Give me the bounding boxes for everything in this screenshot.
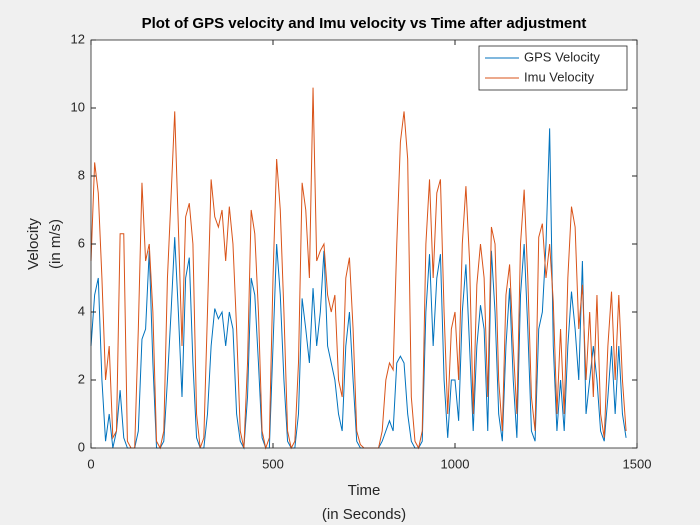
legend-label: Imu Velocity — [524, 69, 595, 84]
x-axis-label: Time — [348, 482, 381, 499]
x-tick-label: 1000 — [441, 456, 470, 471]
legend-label: GPS Velocity — [524, 49, 600, 64]
y-tick-label: 4 — [78, 303, 85, 318]
data-line — [90, 128, 627, 450]
x-tick-label: 500 — [262, 456, 284, 471]
y-tick-label: 8 — [78, 167, 85, 182]
data-line — [90, 87, 627, 450]
x-tick-label: 0 — [87, 456, 94, 471]
chart-title: Plot of GPS velocity and Imu velocity vs… — [142, 15, 587, 32]
y-tick-label: 2 — [78, 371, 85, 386]
legend-box — [478, 45, 628, 91]
x-tick-label: 1500 — [623, 456, 652, 471]
y-tick-label: 0 — [78, 439, 85, 454]
y-axis-label: (in m/s) — [47, 219, 64, 269]
y-tick-label: 10 — [71, 99, 85, 114]
legend: GPS Velocity Imu Velocity — [478, 45, 628, 91]
x-axis-label: (in Seconds) — [322, 506, 406, 523]
y-tick-label: 12 — [71, 31, 85, 46]
y-axis-label: Velocity — [25, 218, 42, 270]
y-tick-label: 6 — [78, 235, 85, 250]
